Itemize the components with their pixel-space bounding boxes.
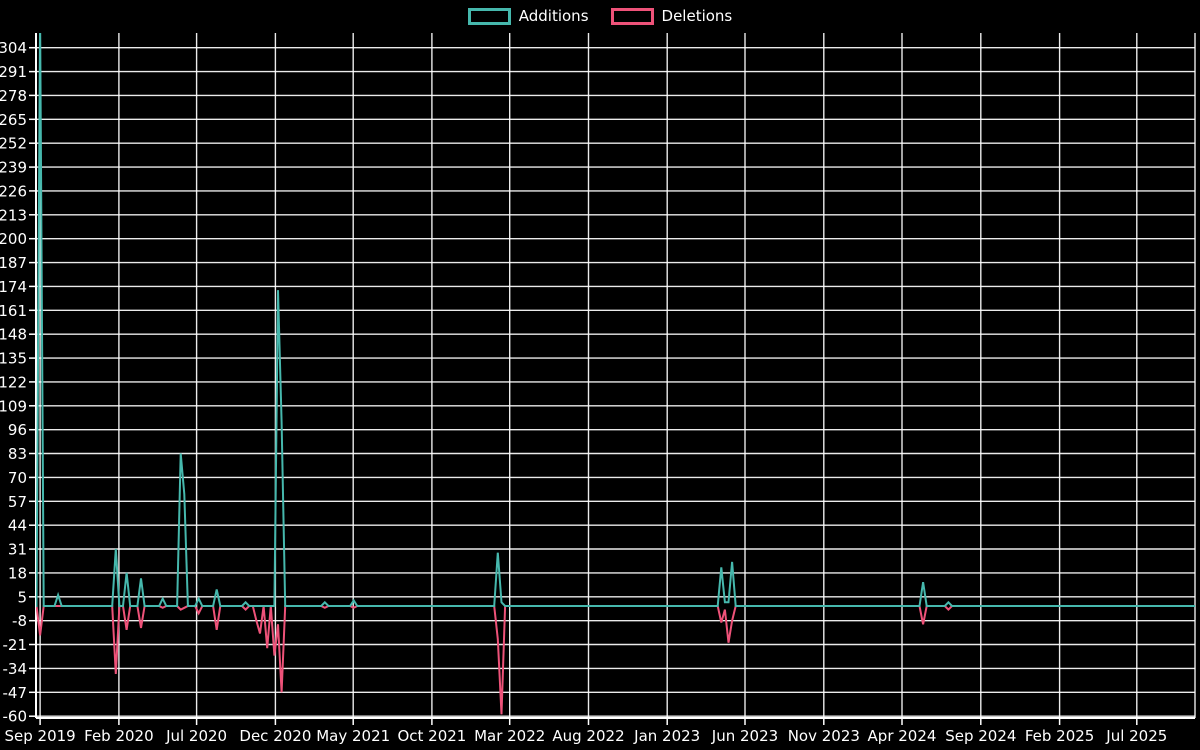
y-tick-label: 252 bbox=[0, 135, 27, 153]
y-tick-label: 226 bbox=[0, 182, 27, 200]
y-tick-label: 122 bbox=[0, 373, 27, 391]
x-tick-label: Apr 2024 bbox=[868, 727, 937, 745]
y-tick-label: -8 bbox=[12, 612, 27, 630]
x-tick-label: Jun 2023 bbox=[711, 727, 778, 745]
x-tick-label: Dec 2020 bbox=[239, 727, 311, 745]
gridlines bbox=[36, 33, 1196, 718]
y-tick-label: 18 bbox=[8, 564, 27, 582]
y-tick-label: 161 bbox=[0, 302, 27, 320]
x-tick-label: Jul 2025 bbox=[1105, 727, 1167, 745]
x-tick-label: Feb 2025 bbox=[1025, 727, 1095, 745]
y-tick-label: 148 bbox=[0, 326, 27, 344]
deletions-legend-label: Deletions bbox=[661, 7, 733, 25]
deletions-line bbox=[36, 605, 1195, 715]
y-tick-label: 135 bbox=[0, 350, 27, 368]
y-tick-label: 200 bbox=[0, 230, 27, 248]
y-tick-label: 278 bbox=[0, 87, 27, 105]
y-tick-label: 174 bbox=[0, 278, 27, 296]
y-tick-label: 109 bbox=[0, 397, 27, 415]
legend-item-deletions[interactable]: Deletions bbox=[610, 7, 733, 25]
x-tick-label: Sep 2019 bbox=[4, 727, 75, 745]
y-tick-label: 31 bbox=[8, 541, 27, 559]
y-tick-label: 70 bbox=[8, 469, 27, 487]
x-tick-label: May 2021 bbox=[316, 727, 390, 745]
y-tick-label: -60 bbox=[3, 708, 28, 726]
x-tick-label: Jul 2020 bbox=[165, 727, 227, 745]
y-tick-label: 304 bbox=[0, 39, 27, 57]
x-tick-label: Feb 2020 bbox=[84, 727, 154, 745]
chart-legend: Additions Deletions bbox=[0, 7, 1200, 25]
x-tick-label: Mar 2022 bbox=[474, 727, 545, 745]
y-tick-label: 187 bbox=[0, 254, 27, 272]
x-tick-label: Sep 2024 bbox=[945, 727, 1016, 745]
deletions-legend-swatch bbox=[610, 7, 654, 25]
y-tick-label: 5 bbox=[17, 588, 27, 606]
additions-line bbox=[36, 33, 1195, 607]
axis-labels: 304 291 278 265 252 239 226 213 200 187 174 161 148 1… bbox=[0, 39, 1167, 745]
y-tick-label: 291 bbox=[0, 63, 27, 81]
additions-legend-swatch bbox=[467, 7, 511, 25]
legend-item-additions[interactable]: Additions bbox=[467, 7, 589, 25]
y-tick-label: -34 bbox=[3, 660, 28, 678]
y-tick-label: 265 bbox=[0, 111, 27, 129]
y-tick-label: 44 bbox=[8, 517, 27, 535]
y-tick-label: 239 bbox=[0, 159, 27, 177]
y-tick-label: 213 bbox=[0, 206, 27, 224]
x-tick-label: Nov 2023 bbox=[788, 727, 860, 745]
y-tick-label: -21 bbox=[3, 636, 28, 654]
additions-legend-label: Additions bbox=[518, 7, 589, 25]
y-tick-label: 83 bbox=[8, 445, 27, 463]
series-lines bbox=[36, 33, 1195, 715]
x-tick-label: Jan 2023 bbox=[633, 727, 700, 745]
x-tick-label: Oct 2021 bbox=[397, 727, 466, 745]
x-tick-label: Aug 2022 bbox=[552, 727, 624, 745]
y-tick-label: 96 bbox=[8, 421, 27, 439]
y-tick-label: -47 bbox=[3, 684, 28, 702]
y-tick-label: 57 bbox=[8, 493, 27, 511]
